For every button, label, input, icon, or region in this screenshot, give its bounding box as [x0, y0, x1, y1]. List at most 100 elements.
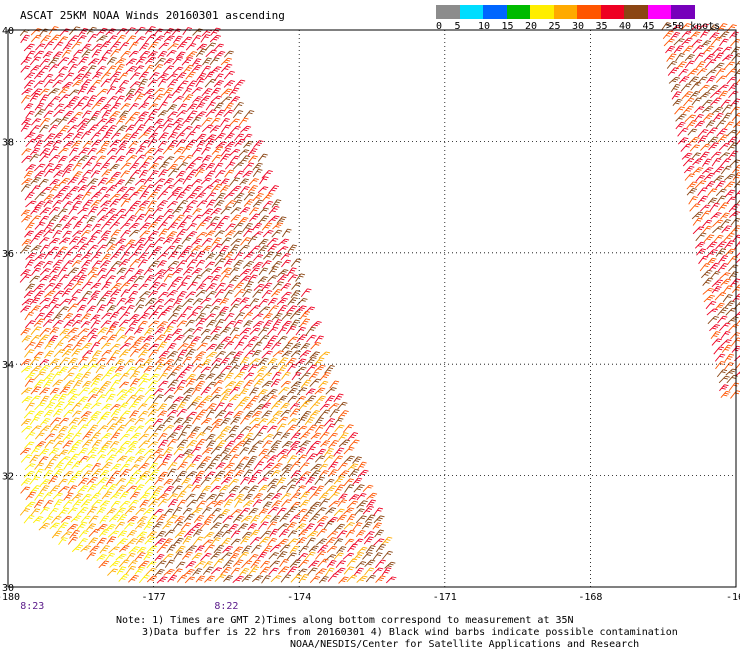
- wind-barb: [116, 209, 126, 215]
- wind-barb: [164, 299, 174, 305]
- wind-barb: [163, 522, 174, 529]
- wind-barb: [229, 387, 239, 394]
- wind-barb: [353, 478, 362, 485]
- wind-barb: [231, 568, 240, 575]
- wind-barb: [206, 352, 217, 358]
- wind-barb: [229, 395, 240, 402]
- wind-barb: [268, 276, 278, 282]
- wind-barb: [87, 117, 98, 124]
- wind-barb: [214, 559, 224, 567]
- wind-barb: [68, 358, 78, 364]
- wind-barb: [186, 43, 196, 50]
- wind-barb: [259, 307, 270, 313]
- wind-barb: [53, 200, 63, 207]
- wind-barb: [135, 457, 145, 463]
- wind-barb: [135, 418, 145, 425]
- wind-barb: [719, 39, 728, 46]
- wind-barb: [267, 426, 277, 433]
- wind-barb: [225, 284, 234, 290]
- wind-barb: [290, 409, 300, 417]
- wind-barb: [49, 89, 60, 95]
- wind-barb: [268, 366, 277, 373]
- wind-barb: [225, 231, 235, 237]
- wind-barb: [125, 359, 135, 365]
- wind-barb: [296, 538, 306, 545]
- wind-barb: [87, 86, 96, 94]
- wind-barb: [126, 59, 137, 65]
- wind-barb: [277, 508, 286, 515]
- wind-barb: [316, 449, 325, 456]
- wind-barb: [135, 207, 145, 215]
- wind-barb: [148, 80, 158, 87]
- wind-barb: [39, 365, 50, 372]
- wind-barb: [163, 359, 173, 365]
- wind-barb: [718, 203, 728, 211]
- wind-barb: [106, 209, 116, 215]
- wind-barb: [125, 447, 136, 455]
- wind-barb: [253, 321, 264, 327]
- wind-barb: [30, 477, 40, 485]
- wind-barb: [238, 524, 248, 531]
- wind-barb: [40, 125, 49, 132]
- wind-barb: [154, 179, 165, 185]
- wind-barb: [729, 383, 739, 391]
- wind-barb: [229, 149, 240, 155]
- wind-barb: [107, 424, 118, 432]
- wind-barb: [267, 522, 277, 530]
- wind-barb: [711, 152, 721, 158]
- wind-barb: [710, 203, 720, 211]
- wind-barb: [83, 224, 92, 230]
- wind-barb: [106, 394, 115, 402]
- wind-barb: [177, 291, 186, 298]
- wind-barb: [130, 492, 140, 499]
- wind-barb: [269, 266, 279, 274]
- wind-barb: [206, 223, 216, 229]
- wind-barb: [253, 200, 263, 207]
- wind-barb: [354, 485, 365, 492]
- wind-barb: [299, 515, 308, 523]
- wind-barb: [334, 477, 344, 485]
- wind-barb: [711, 332, 720, 339]
- wind-barb: [375, 530, 384, 537]
- wind-barb: [21, 306, 31, 313]
- wind-barb: [68, 477, 78, 485]
- wind-barb: [164, 274, 173, 282]
- wind-barb: [25, 231, 34, 237]
- wind-barb: [202, 147, 211, 154]
- wind-barb: [163, 454, 172, 462]
- wind-barb: [90, 546, 100, 552]
- wind-barb: [280, 559, 289, 566]
- wind-barb: [159, 229, 169, 237]
- wind-barb: [58, 487, 69, 494]
- wind-barb: [159, 102, 168, 110]
- wind-barb: [305, 357, 316, 365]
- wind-barb: [45, 134, 55, 141]
- wind-barb: [259, 299, 269, 306]
- wind-barb: [145, 65, 154, 73]
- wind-barb: [176, 111, 187, 118]
- wind-barb: [316, 539, 327, 545]
- wind-barb: [72, 314, 82, 320]
- wind-barb: [737, 317, 740, 324]
- wind-barb: [223, 546, 233, 552]
- wind-barb: [41, 245, 50, 252]
- wind-barb: [102, 254, 111, 261]
- wind-barb: [344, 456, 355, 463]
- wind-barb: [177, 491, 187, 499]
- wind-barb: [216, 351, 226, 358]
- wind-barb: [664, 39, 675, 46]
- wind-barb: [88, 207, 98, 215]
- colorbar-label: 15: [502, 21, 514, 32]
- wind-barb: [126, 478, 136, 486]
- wind-barb: [97, 97, 107, 103]
- wind-barb: [96, 395, 106, 402]
- wind-barb: [183, 536, 192, 544]
- wind-barb: [125, 117, 135, 124]
- wind-barb: [239, 150, 249, 156]
- wind-barb: [287, 522, 296, 529]
- wind-barb: [346, 530, 355, 537]
- wind-barb: [717, 196, 726, 203]
- wind-barb: [139, 313, 150, 320]
- wind-barb: [349, 469, 359, 477]
- wind-barb: [173, 507, 182, 515]
